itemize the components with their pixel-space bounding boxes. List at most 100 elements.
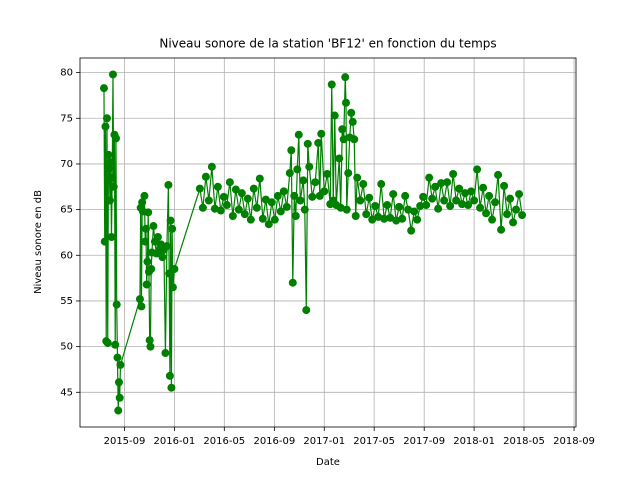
data-point — [114, 378, 123, 387]
data-point — [518, 211, 527, 220]
data-point — [386, 213, 395, 222]
data-point — [168, 283, 177, 292]
x-tick-label: 2017-01 — [303, 436, 345, 447]
data-point — [416, 201, 425, 210]
data-point — [158, 253, 167, 262]
data-point — [437, 179, 446, 188]
data-point — [219, 192, 228, 201]
data-point — [428, 194, 437, 203]
data-point — [464, 201, 473, 210]
data-point — [431, 182, 440, 191]
data-point — [351, 212, 360, 221]
data-point — [305, 162, 314, 171]
data-point — [347, 108, 356, 117]
data-point — [476, 203, 485, 212]
data-point — [114, 406, 123, 415]
data-point — [285, 169, 294, 178]
data-point — [341, 73, 350, 82]
data-point — [395, 202, 404, 211]
x-tick-label: 2018-09 — [553, 436, 595, 447]
y-tick-label: 45 — [60, 387, 73, 398]
data-point — [101, 122, 110, 131]
data-point — [143, 257, 152, 266]
data-point — [320, 187, 329, 196]
data-point — [371, 201, 380, 210]
y-tick-label: 55 — [60, 296, 73, 307]
data-point — [290, 191, 299, 200]
data-point — [500, 181, 509, 190]
chart-title: Niveau sonore de la station 'BF12' en fo… — [159, 37, 496, 51]
data-point — [107, 233, 116, 242]
data-point — [491, 198, 500, 207]
data-point — [164, 180, 173, 189]
data-point — [446, 201, 455, 210]
data-point — [308, 192, 317, 201]
data-point — [108, 173, 117, 182]
data-point — [141, 224, 150, 233]
data-point — [198, 203, 207, 212]
data-point — [455, 184, 464, 193]
data-point — [105, 164, 114, 173]
y-axis-label: Niveau sonore en dB — [33, 190, 44, 294]
data-point — [207, 162, 216, 171]
y-tick-label: 60 — [60, 250, 73, 261]
data-point — [497, 225, 506, 234]
data-point — [249, 184, 258, 193]
data-point — [335, 154, 344, 163]
data-point — [279, 187, 288, 196]
data-point — [300, 205, 309, 214]
data-point — [302, 306, 311, 315]
data-point — [231, 185, 240, 194]
x-tick-label: 2016-01 — [154, 436, 196, 447]
data-point — [141, 237, 150, 246]
data-point — [377, 180, 386, 189]
data-point — [273, 191, 282, 200]
data-point — [359, 180, 368, 189]
data-point — [167, 383, 176, 392]
data-point — [222, 201, 231, 210]
data-point — [261, 195, 270, 204]
data-point — [195, 184, 204, 193]
data-point — [350, 135, 359, 144]
data-point — [294, 130, 303, 139]
y-tick-label: 50 — [60, 342, 73, 353]
data-point — [338, 125, 347, 134]
data-point — [237, 189, 246, 198]
data-point — [485, 191, 494, 200]
data-point — [145, 336, 154, 345]
data-point — [168, 224, 177, 233]
data-point — [264, 220, 273, 229]
data-point — [216, 206, 225, 215]
data-point — [503, 210, 512, 219]
data-point — [458, 200, 467, 209]
data-point — [488, 215, 497, 224]
x-axis-label: Date — [316, 457, 340, 468]
data-point — [234, 205, 243, 214]
data-point — [112, 300, 121, 309]
data-point — [138, 198, 147, 207]
data-point — [287, 146, 296, 155]
data-point — [323, 169, 332, 178]
data-point — [99, 84, 108, 93]
data-point — [407, 226, 416, 235]
data-point — [142, 280, 151, 289]
data-point — [440, 196, 449, 205]
data-point — [258, 214, 267, 223]
data-point — [482, 209, 491, 218]
data-point — [353, 173, 362, 182]
x-tick-label: 2016-09 — [253, 436, 295, 447]
data-point — [467, 187, 476, 196]
data-point — [106, 158, 115, 167]
data-point — [348, 117, 357, 126]
data-point — [410, 207, 419, 216]
data-point — [506, 194, 515, 203]
data-point — [146, 342, 155, 351]
data-point — [109, 182, 118, 191]
data-point — [419, 192, 428, 201]
data-point — [311, 178, 320, 187]
data-point — [170, 264, 179, 273]
data-point — [344, 169, 353, 178]
x-tick-label: 2017-05 — [353, 436, 395, 447]
